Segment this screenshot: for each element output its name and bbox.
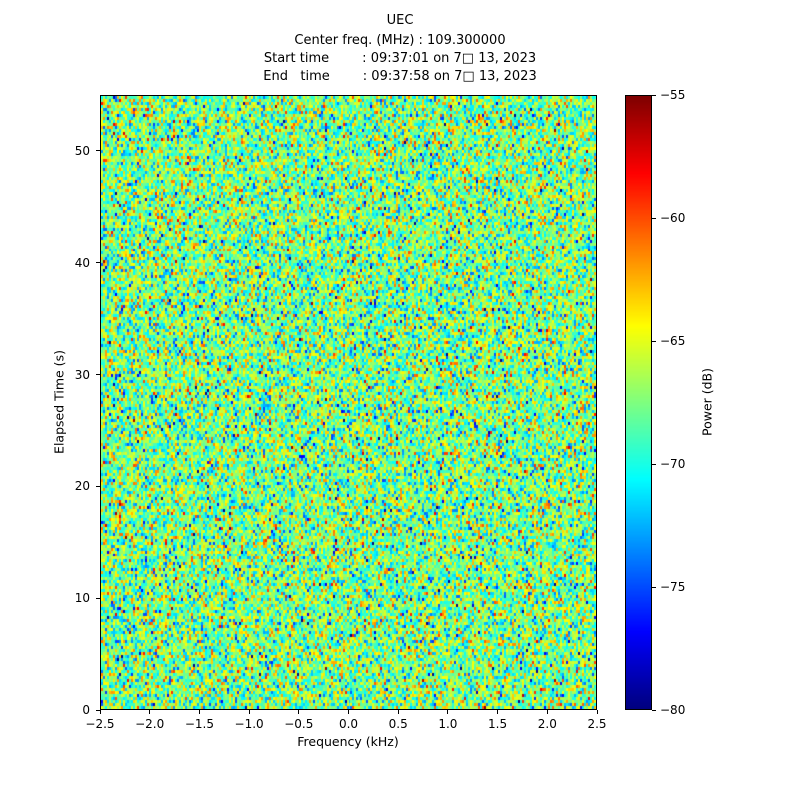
x-tick-label: −2.5	[85, 717, 115, 731]
y-tick-label: 50	[74, 143, 90, 158]
colorbar-tick-label: −70	[660, 457, 686, 471]
x-tick-label: −0.5	[284, 717, 314, 731]
x-tick-label: 1.5	[488, 717, 508, 731]
colorbar-tick-label: −75	[660, 580, 686, 594]
x-tick-label: 0.5	[388, 717, 408, 731]
x-tick-mark	[248, 710, 250, 714]
y-tick-label: 40	[74, 255, 90, 270]
spectrogram-axes	[100, 95, 597, 710]
colorbar-tick-mark	[652, 709, 656, 711]
colorbar-tick-mark	[652, 340, 656, 342]
x-tick-mark	[348, 710, 349, 714]
x-tick-label: −1.5	[184, 717, 214, 731]
colorbar	[625, 95, 652, 710]
colorbar-canvas	[626, 96, 651, 709]
colorbar-tick-label: −60	[660, 211, 686, 225]
x-tick-mark	[198, 710, 200, 714]
x-tick-mark	[397, 710, 399, 714]
x-tick-mark	[447, 710, 449, 714]
y-tick-mark	[96, 150, 100, 152]
x-tick-mark	[546, 710, 548, 714]
colorbar-tick-mark	[652, 586, 656, 588]
y-tick-label: 20	[74, 479, 90, 494]
end-time-line: End time : 09:37:58 on 7□ 13, 2023	[263, 69, 537, 84]
x-tick-label: 0.0	[338, 717, 359, 731]
y-tick-label: 30	[74, 367, 90, 382]
y-tick-label: 0	[82, 703, 90, 717]
colorbar-tick-label: −65	[660, 334, 686, 348]
x-tick-label: 2.5	[587, 717, 607, 731]
y-tick-mark	[96, 262, 100, 264]
colorbar-tick-label: −80	[660, 703, 686, 717]
heatmap-canvas	[101, 96, 596, 709]
y-tick-mark	[96, 485, 100, 487]
plot-title: UEC	[386, 13, 414, 28]
colorbar-axis-label: Power (dB)	[699, 367, 715, 437]
x-tick-label: 1.0	[438, 717, 458, 731]
x-tick-mark	[596, 710, 598, 714]
x-tick-label: −2.0	[135, 717, 165, 731]
y-tick-mark	[96, 709, 100, 711]
y-tick-label: 10	[74, 591, 90, 606]
y-tick-mark	[96, 597, 100, 599]
y-axis-label: Elapsed Time (s)	[51, 350, 67, 454]
start-time-line: Start time : 09:37:01 on 7□ 13, 2023	[263, 51, 537, 66]
x-tick-label: −1.0	[234, 717, 264, 731]
x-tick-mark	[497, 710, 499, 714]
colorbar-tick-label: −55	[660, 88, 686, 102]
center-freq-line: Center freq. (MHz) : 109.300000	[294, 33, 506, 48]
colorbar-tick-mark	[652, 94, 656, 96]
x-tick-mark	[99, 710, 101, 714]
x-tick-label: 2.0	[537, 717, 557, 731]
colorbar-tick-mark	[652, 217, 656, 219]
x-axis-label: Frequency (kHz)	[297, 734, 399, 749]
y-tick-mark	[96, 374, 100, 376]
colorbar-tick-mark	[652, 463, 656, 465]
x-tick-mark	[149, 710, 151, 714]
x-tick-mark	[298, 710, 300, 714]
